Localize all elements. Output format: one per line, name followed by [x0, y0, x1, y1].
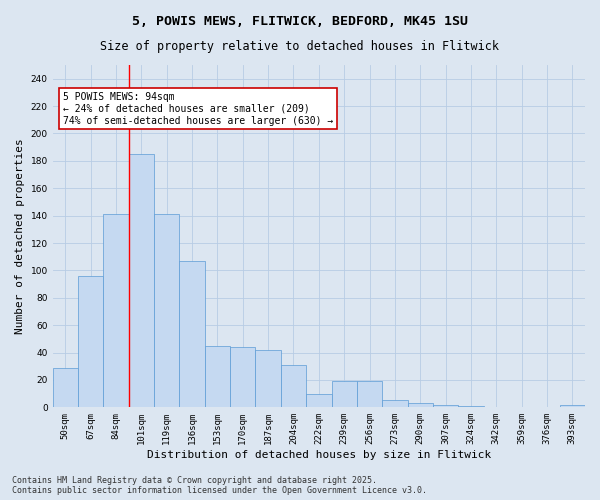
- Bar: [154, 214, 179, 408]
- Bar: [78, 276, 103, 407]
- Text: 5, POWIS MEWS, FLITWICK, BEDFORD, MK45 1SU: 5, POWIS MEWS, FLITWICK, BEDFORD, MK45 1…: [132, 15, 468, 28]
- Bar: [179, 261, 205, 408]
- Text: 5 POWIS MEWS: 94sqm
← 24% of detached houses are smaller (209)
74% of semi-detac: 5 POWIS MEWS: 94sqm ← 24% of detached ho…: [64, 92, 334, 126]
- Bar: [306, 394, 332, 407]
- Bar: [458, 406, 484, 407]
- Bar: [281, 365, 306, 408]
- Bar: [129, 154, 154, 407]
- Y-axis label: Number of detached properties: Number of detached properties: [15, 138, 25, 334]
- Bar: [103, 214, 129, 408]
- Bar: [433, 404, 458, 407]
- Bar: [205, 346, 230, 408]
- Text: Contains HM Land Registry data © Crown copyright and database right 2025.
Contai: Contains HM Land Registry data © Crown c…: [12, 476, 427, 495]
- Bar: [256, 350, 281, 408]
- Bar: [382, 400, 407, 407]
- Bar: [332, 382, 357, 407]
- X-axis label: Distribution of detached houses by size in Flitwick: Distribution of detached houses by size …: [147, 450, 491, 460]
- Bar: [357, 382, 382, 407]
- Bar: [407, 403, 433, 407]
- Bar: [560, 404, 585, 407]
- Bar: [53, 368, 78, 408]
- Text: Size of property relative to detached houses in Flitwick: Size of property relative to detached ho…: [101, 40, 499, 53]
- Bar: [230, 347, 256, 408]
